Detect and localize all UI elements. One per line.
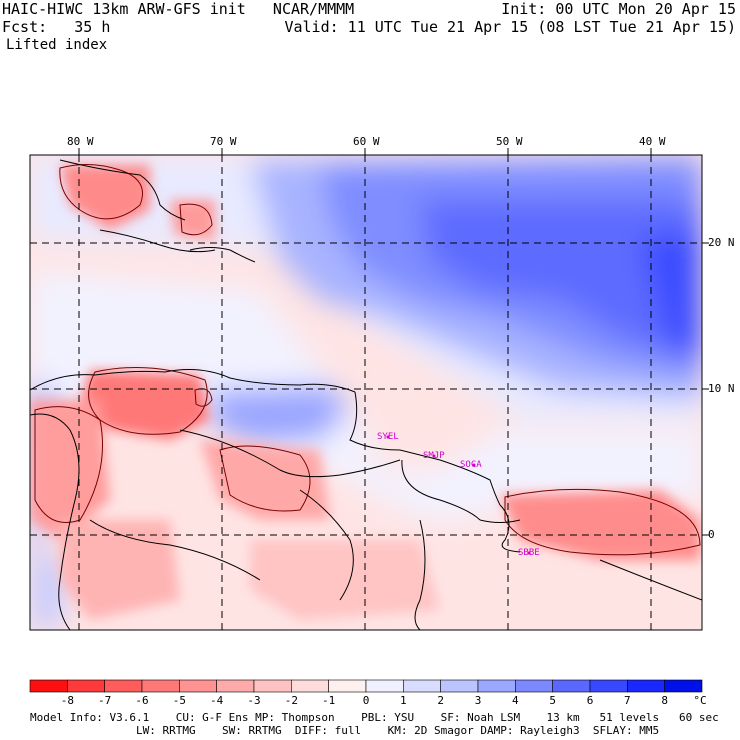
colorbar-swatch — [589, 679, 628, 693]
colorbar-swatch — [440, 679, 479, 693]
field-name: Lifted index — [6, 37, 108, 53]
colorbar-label: -2 — [284, 694, 298, 707]
model-info-line-1: Model Info: V3.6.1 CU: G-F Ens MP: Thomp… — [30, 711, 719, 724]
colorbar-swatch — [179, 679, 217, 693]
station-soca: SOCA — [460, 460, 482, 470]
forecast-hour: Fcst: 35 h — [2, 18, 111, 36]
colorbar-label: 5 — [549, 694, 556, 707]
colorbar-swatch — [627, 679, 665, 693]
lon-label-50w: 50 W — [496, 135, 523, 148]
colorbar-swatch — [216, 679, 255, 693]
init-time: Init: 00 UTC Mon 20 Apr 15 — [501, 0, 736, 18]
colorbar-label: 4 — [512, 694, 519, 707]
colorbar-label: -8 — [60, 694, 74, 707]
colorbar-label: -3 — [247, 694, 261, 707]
lat-label-10n: 10 N — [708, 382, 735, 395]
colorbar-swatch — [403, 679, 441, 693]
map-frame — [29, 154, 703, 631]
colorbar-label: -1 — [322, 694, 336, 707]
contours — [34, 164, 701, 556]
lat-label-20n: 20 N — [708, 236, 735, 249]
colorbar-swatch — [552, 679, 591, 693]
colorbar-swatch — [664, 679, 703, 693]
colorbar-swatch — [515, 679, 553, 693]
colorbar-label: °C — [693, 694, 707, 707]
lat-label-0: 0 — [708, 528, 715, 541]
colorbar-label: 7 — [624, 694, 631, 707]
station-syel: SYEL — [377, 432, 399, 442]
lon-label-70w: 70 W — [210, 135, 237, 148]
colorbar-swatch — [253, 679, 292, 693]
lon-label-80w: 80 W — [67, 135, 94, 148]
colorbar-label: -7 — [98, 694, 112, 707]
colorbar-label: -6 — [135, 694, 149, 707]
colorbar-swatch — [67, 679, 105, 693]
colorbar-label: 0 — [362, 694, 370, 707]
colorbar-swatch — [365, 679, 404, 693]
colorbar-label: 6 — [586, 694, 594, 707]
colorbar-label: 3 — [474, 694, 482, 707]
colorbar-label: 1 — [400, 694, 407, 707]
model-info-line-2: LW: RRTMG SW: RRTMG DIFF: full KM: 2D Sm… — [30, 724, 660, 737]
graticule — [30, 155, 702, 630]
colorbar-label: 8 — [661, 694, 668, 707]
colorbar-swatch — [328, 679, 367, 693]
station-sbbe: SBBE — [518, 548, 540, 558]
colorbar-swatch — [104, 679, 143, 693]
field-shading — [30, 155, 702, 630]
title-line-1: HAIC-HIWC 13km ARW-GFS init NCAR/MMMM — [2, 0, 355, 18]
colorbar-swatch — [291, 679, 329, 693]
colorbar-swatch — [141, 679, 180, 693]
lon-label-40w: 40 W — [639, 135, 666, 148]
colorbar-label: -5 — [172, 694, 186, 707]
colorbar — [29, 679, 703, 693]
colorbar-swatch — [477, 679, 516, 693]
station-smjp: SMJP — [423, 451, 445, 461]
lon-label-60w: 60 W — [353, 135, 380, 148]
colorbar-label: -4 — [210, 694, 224, 707]
station-markers — [386, 435, 531, 555]
axis-ticks — [78, 148, 709, 536]
colorbar-label: 2 — [437, 694, 444, 707]
valid-time: Valid: 11 UTC Tue 21 Apr 15 (08 LST Tue … — [284, 18, 736, 36]
colorbar-swatch — [29, 679, 68, 693]
